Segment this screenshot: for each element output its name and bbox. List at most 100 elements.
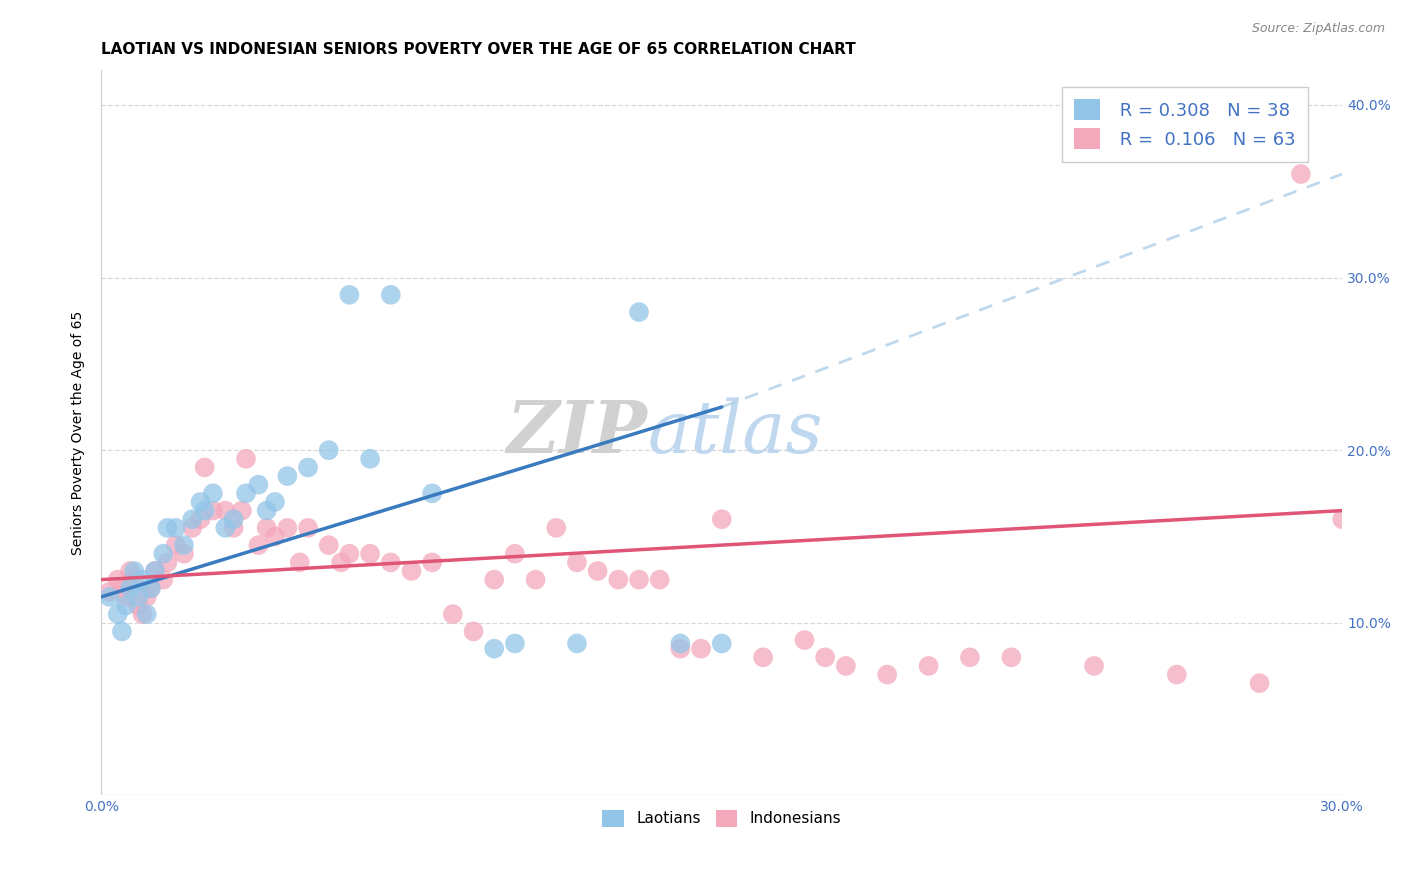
Point	[318, 443, 340, 458]
Point	[1331, 512, 1354, 526]
Point	[565, 636, 588, 650]
Point	[181, 521, 204, 535]
Point	[1000, 650, 1022, 665]
Point	[135, 590, 157, 604]
Point	[339, 547, 361, 561]
Point	[607, 573, 630, 587]
Point	[107, 607, 129, 622]
Point	[710, 636, 733, 650]
Point	[380, 555, 402, 569]
Point	[276, 469, 298, 483]
Point	[139, 581, 162, 595]
Point	[201, 503, 224, 517]
Point	[463, 624, 485, 639]
Point	[264, 495, 287, 509]
Point	[1083, 659, 1105, 673]
Point	[156, 555, 179, 569]
Point	[235, 486, 257, 500]
Point	[297, 460, 319, 475]
Point	[115, 590, 138, 604]
Point	[1249, 676, 1271, 690]
Point	[98, 590, 121, 604]
Point	[194, 460, 217, 475]
Point	[127, 599, 149, 613]
Point	[173, 538, 195, 552]
Point	[297, 521, 319, 535]
Point	[120, 581, 142, 595]
Point	[814, 650, 837, 665]
Point	[793, 633, 815, 648]
Point	[1289, 167, 1312, 181]
Point	[165, 538, 187, 552]
Point	[359, 451, 381, 466]
Point	[181, 512, 204, 526]
Point	[222, 521, 245, 535]
Point	[690, 641, 713, 656]
Point	[247, 538, 270, 552]
Point	[359, 547, 381, 561]
Point	[139, 581, 162, 595]
Point	[214, 503, 236, 517]
Point	[190, 512, 212, 526]
Point	[152, 547, 174, 561]
Point	[264, 529, 287, 543]
Point	[143, 564, 166, 578]
Point	[648, 573, 671, 587]
Point	[484, 573, 506, 587]
Point	[124, 564, 146, 578]
Point	[256, 521, 278, 535]
Text: atlas: atlas	[647, 398, 823, 468]
Point	[214, 521, 236, 535]
Point	[627, 305, 650, 319]
Point	[152, 573, 174, 587]
Point	[484, 641, 506, 656]
Point	[131, 607, 153, 622]
Point	[115, 599, 138, 613]
Point	[98, 584, 121, 599]
Point	[201, 486, 224, 500]
Point	[503, 636, 526, 650]
Point	[111, 581, 134, 595]
Point	[330, 555, 353, 569]
Point	[135, 607, 157, 622]
Point	[107, 573, 129, 587]
Point	[380, 288, 402, 302]
Point	[276, 521, 298, 535]
Text: LAOTIAN VS INDONESIAN SENIORS POVERTY OVER THE AGE OF 65 CORRELATION CHART: LAOTIAN VS INDONESIAN SENIORS POVERTY OV…	[101, 42, 856, 57]
Point	[565, 555, 588, 569]
Point	[231, 503, 253, 517]
Point	[401, 564, 423, 578]
Point	[190, 495, 212, 509]
Point	[318, 538, 340, 552]
Legend: Laotians, Indonesians: Laotians, Indonesians	[595, 802, 849, 835]
Point	[256, 503, 278, 517]
Point	[441, 607, 464, 622]
Point	[752, 650, 775, 665]
Point	[1166, 667, 1188, 681]
Point	[627, 573, 650, 587]
Point	[835, 659, 858, 673]
Point	[235, 451, 257, 466]
Point	[339, 288, 361, 302]
Point	[669, 636, 692, 650]
Point	[165, 521, 187, 535]
Point	[420, 555, 443, 569]
Point	[247, 477, 270, 491]
Point	[156, 521, 179, 535]
Point	[669, 641, 692, 656]
Point	[111, 624, 134, 639]
Point	[586, 564, 609, 578]
Point	[143, 564, 166, 578]
Point	[222, 512, 245, 526]
Point	[959, 650, 981, 665]
Point	[131, 573, 153, 587]
Point	[288, 555, 311, 569]
Point	[876, 667, 898, 681]
Point	[710, 512, 733, 526]
Y-axis label: Seniors Poverty Over the Age of 65: Seniors Poverty Over the Age of 65	[72, 310, 86, 555]
Point	[420, 486, 443, 500]
Point	[124, 573, 146, 587]
Point	[503, 547, 526, 561]
Point	[120, 564, 142, 578]
Text: Source: ZipAtlas.com: Source: ZipAtlas.com	[1251, 22, 1385, 36]
